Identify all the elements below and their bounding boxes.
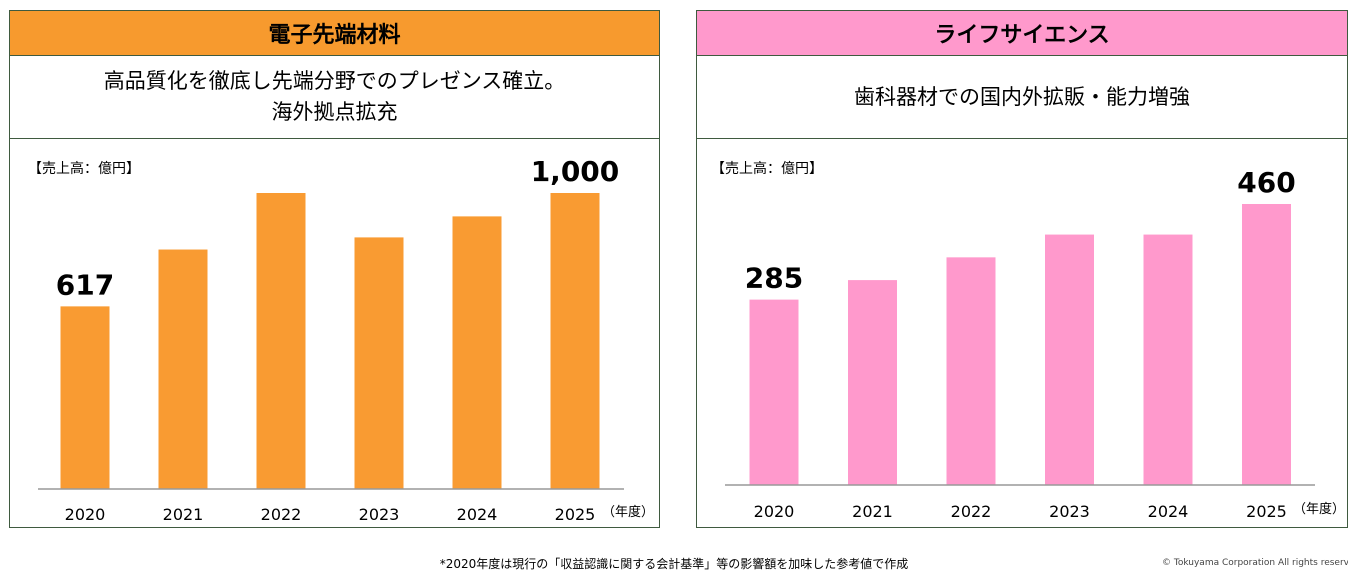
bar [946,257,996,485]
bar [60,306,110,489]
x-unit-label: （年度） [602,504,654,520]
bar [550,193,600,489]
bar [1045,234,1094,485]
panel-electronic-materials: 電子先端材料 高品質化を徹底し先端分野でのプレゼンス確立。 海外拠点拡充 【売上… [9,10,660,528]
unit-label: 【売上高：億円】 [28,160,140,177]
bar [848,280,897,485]
data-label: 617 [56,268,114,301]
x-tick-label: 2024 [1148,502,1189,521]
bar [1242,204,1291,485]
x-tick-label: 2021 [163,505,204,524]
panel-life-science: ライフサイエンス 歯科器材での国内外拡販・能力増強 【売上高：億円】 2020 28… [696,10,1348,528]
x-tick-label: 2022 [261,505,302,524]
x-tick-label: 2022 [951,502,992,521]
subtitle-line: 高品質化を徹底し先端分野でのプレゼンス確立。 [103,69,566,93]
panel-subtitle: 歯科器材での国内外拡販・能力増強 [697,56,1347,139]
x-tick-label: 2020 [65,505,106,524]
bar [354,237,404,489]
panel-title: ライフサイエンス [697,11,1347,56]
bar [158,249,208,489]
x-tick-label: 2023 [359,505,400,524]
bar [1143,234,1193,485]
subtitle-line: 歯科器材での国内外拡販・能力増強 [854,84,1190,109]
data-label: 285 [745,262,803,295]
x-tick-label: 2024 [457,505,498,524]
panel-subtitle: 高品質化を徹底し先端分野でのプレゼンス確立。 海外拠点拡充 [10,56,659,139]
bar [749,299,799,485]
copyright: © Tokuyama Corporation All rights reserv… [1162,558,1348,568]
subtitle-line: 海外拠点拡充 [271,100,398,124]
footnote: *2020年度は現行の「収益認識に関する会計基準」等の影響額を加味した参考値で作… [439,557,909,571]
bar [256,193,306,489]
x-tick-label: 2025 [1246,502,1287,521]
panel-title: 電子先端材料 [10,11,659,56]
bar [452,216,502,489]
x-unit-label: （年度） [1293,501,1345,517]
x-tick-label: 2025 [555,505,596,524]
unit-label: 【売上高：億円】 [711,160,823,177]
bar-chart-electronic-materials: 【売上高：億円】 2020 617 2021 2022 2023 2024 2025 1,000… [28,155,654,524]
x-tick-label: 2021 [852,502,893,521]
x-tick-label: 2020 [754,502,795,521]
bar-chart-life-science: 【売上高：億円】 2020 285 2021 2022 2023 2024 2025 460 （年… [711,160,1345,521]
x-tick-label: 2023 [1049,502,1090,521]
data-label: 460 [1237,166,1295,199]
data-label: 1,000 [531,155,620,188]
